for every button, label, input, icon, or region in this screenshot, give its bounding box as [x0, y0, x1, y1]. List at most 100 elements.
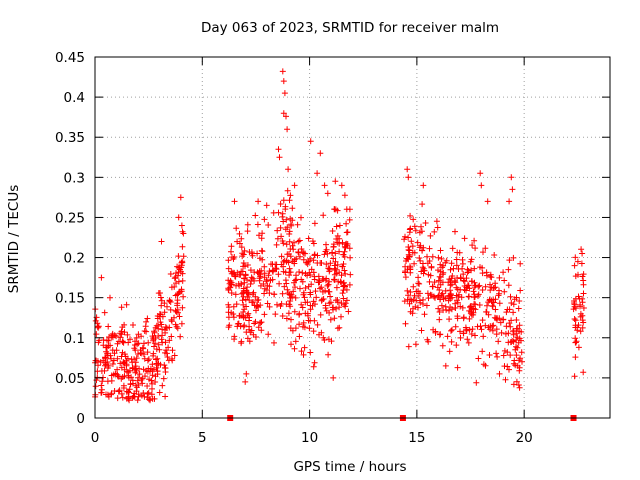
data-point [228, 243, 235, 250]
data-point-outlier [280, 78, 287, 85]
y-tick-label: 0.4 [64, 90, 85, 106]
data-point [341, 248, 348, 255]
data-point [296, 269, 303, 275]
data-point [476, 282, 483, 289]
data-point [102, 359, 109, 366]
data-point [246, 323, 253, 330]
data-point [230, 303, 237, 310]
data-point [239, 253, 246, 260]
data-point [163, 350, 170, 357]
data-point [231, 336, 238, 343]
data-point [307, 349, 314, 356]
data-point [467, 304, 474, 311]
data-point [454, 297, 460, 304]
data-point [496, 290, 503, 297]
data-point [107, 342, 114, 349]
data-point [242, 271, 249, 278]
data-point [142, 323, 149, 330]
data-point [320, 334, 327, 341]
data-point [402, 269, 408, 276]
data-point [471, 301, 478, 307]
data-point [318, 284, 325, 291]
data-point-outlier [285, 166, 292, 173]
data-point [324, 250, 331, 257]
chart-title: Day 063 of 2023, SRMTID for receiver mal… [201, 20, 499, 36]
data-point [282, 277, 289, 284]
data-point [487, 273, 494, 280]
data-point [271, 291, 278, 298]
data-point [508, 300, 515, 306]
data-point [286, 197, 293, 204]
data-point [580, 281, 587, 288]
data-point [409, 310, 416, 317]
data-point [174, 300, 181, 307]
data-point [147, 368, 153, 375]
data-point [133, 384, 140, 391]
data-point-outlier [118, 390, 125, 397]
data-point [437, 261, 444, 268]
data-point [108, 390, 115, 397]
data-point [302, 299, 309, 306]
data-point [144, 349, 151, 356]
data-point [160, 375, 167, 382]
data-point [253, 307, 259, 314]
data-point [343, 297, 350, 304]
data-point [283, 216, 290, 223]
data-point [323, 261, 330, 268]
data-point [448, 275, 455, 282]
data-point [240, 309, 247, 315]
data-point [505, 266, 512, 273]
data-point [140, 390, 147, 396]
data-point [176, 313, 183, 320]
data-point [236, 271, 243, 278]
data-point [225, 314, 232, 321]
data-point [172, 321, 179, 328]
data-point [248, 274, 255, 281]
data-point [279, 213, 286, 220]
data-point [292, 284, 298, 291]
data-point [325, 281, 332, 288]
data-point [332, 265, 339, 272]
data-point [334, 325, 341, 332]
data-point [463, 326, 470, 333]
data-point [179, 243, 186, 250]
data-point-outlier [338, 182, 345, 189]
data-point [572, 317, 579, 324]
data-point [162, 365, 169, 372]
data-point [407, 269, 414, 276]
data-point [301, 324, 308, 331]
data-point [93, 331, 100, 338]
data-point [126, 367, 133, 374]
data-point [517, 355, 524, 362]
data-point [435, 254, 442, 261]
data-point [417, 257, 424, 264]
data-point [140, 351, 147, 358]
data-point [134, 397, 141, 404]
data-point [507, 352, 514, 359]
data-point [279, 238, 286, 244]
data-point [580, 290, 587, 297]
data-point [102, 354, 108, 361]
data-point [406, 247, 413, 254]
data-point [434, 224, 441, 231]
data-point [310, 240, 317, 247]
data-point [580, 305, 587, 311]
data-point [330, 255, 337, 262]
data-point [104, 365, 111, 371]
data-point [123, 388, 130, 395]
axis-ticks [94, 56, 610, 419]
data-point [578, 260, 585, 267]
data-point [141, 340, 147, 347]
data-point [411, 292, 418, 299]
data-point [510, 381, 517, 388]
data-point [142, 373, 148, 380]
data-point [420, 267, 427, 274]
data-point [264, 282, 271, 289]
data-point [575, 344, 582, 351]
data-point-outlier [178, 222, 185, 229]
data-point [469, 242, 476, 249]
data-point [510, 309, 517, 316]
data-point [286, 301, 293, 308]
data-point [466, 315, 473, 322]
data-point [225, 277, 232, 284]
